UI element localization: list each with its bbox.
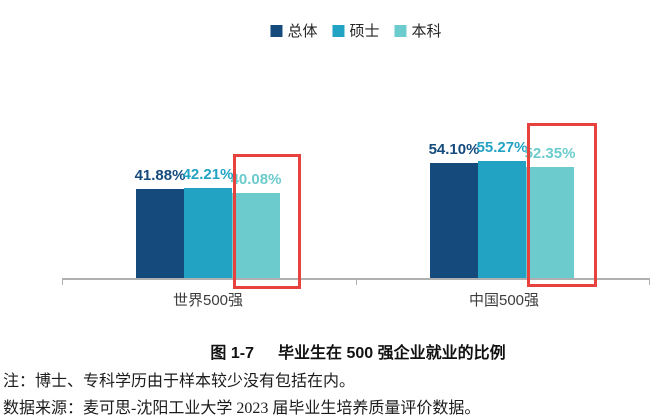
legend-item: 本科	[394, 20, 442, 41]
category-label: 世界500强	[172, 292, 244, 309]
legend-item: 总体	[270, 20, 317, 41]
category-label: 中国500强	[468, 292, 540, 309]
caption-label: 图 1-7	[210, 345, 254, 362]
legend-swatch-icon	[394, 24, 407, 37]
axis-tick	[62, 280, 63, 285]
highlight-box	[233, 154, 301, 289]
bar	[184, 188, 232, 278]
axis-tick	[356, 280, 357, 285]
legend-label: 硕士	[349, 23, 380, 40]
legend-swatch-icon	[270, 24, 283, 37]
legend-item: 硕士	[332, 20, 380, 41]
value-label: 40.08%	[230, 171, 282, 188]
value-label: 55.27%	[476, 139, 528, 156]
caption-text: 毕业生在 500 强企业就业的比例	[277, 345, 506, 362]
value-label: 54.10%	[428, 141, 480, 158]
value-label: 42.21%	[182, 166, 234, 183]
note-line-2: 数据来源：麦可思-沈阳工业大学 2023 届毕业生培养质量评价数据。	[3, 400, 481, 417]
figure-caption: 图 1-7 毕业生在 500 强企业就业的比例	[210, 339, 505, 363]
bar	[526, 167, 574, 278]
value-label: 52.35%	[524, 145, 576, 162]
legend-label: 本科	[411, 23, 442, 40]
bar	[136, 189, 184, 278]
note-line-1: 注：博士、专科学历由于样本较少没有包括在内。	[3, 373, 356, 390]
legend-swatch-icon	[332, 24, 345, 37]
bar	[478, 161, 526, 278]
value-label: 41.88%	[134, 167, 186, 184]
axis-tick	[649, 280, 650, 285]
x-axis-line	[62, 278, 650, 280]
legend: 总体 硕士 本科	[270, 20, 442, 41]
highlight-box	[527, 123, 597, 287]
legend-label: 总体	[287, 23, 318, 40]
bar	[232, 193, 280, 278]
bar	[430, 163, 478, 278]
